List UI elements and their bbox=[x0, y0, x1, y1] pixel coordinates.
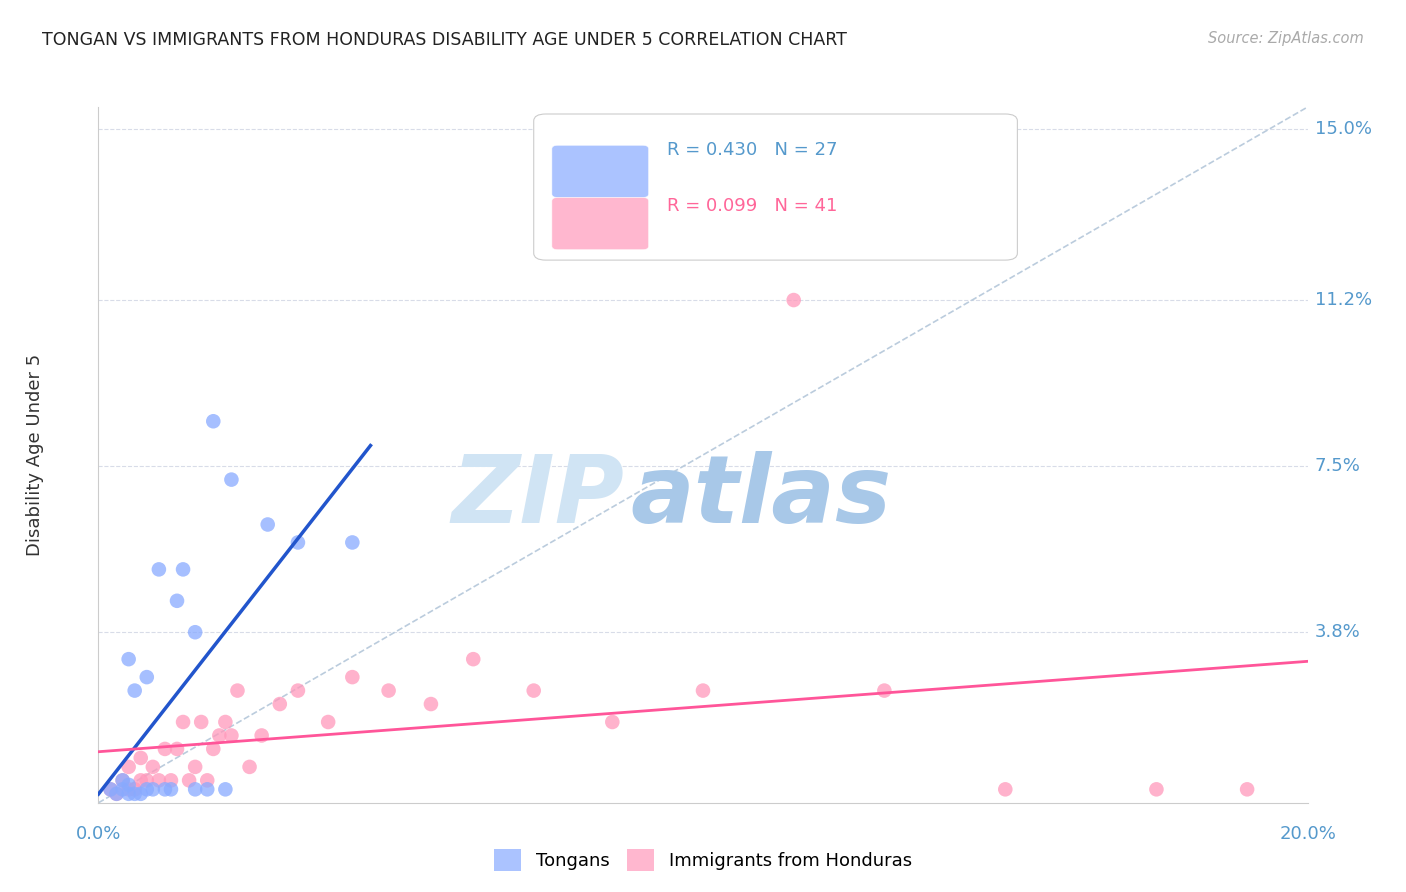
Point bbox=[177, 773, 201, 788]
Point bbox=[419, 697, 441, 711]
Point bbox=[153, 742, 176, 756]
Text: R = 0.430   N = 27: R = 0.430 N = 27 bbox=[666, 141, 837, 159]
Point bbox=[118, 652, 141, 666]
Point bbox=[118, 782, 141, 797]
Legend: Tongans, Immigrants from Honduras: Tongans, Immigrants from Honduras bbox=[486, 842, 920, 879]
Point bbox=[692, 683, 714, 698]
Point bbox=[184, 625, 207, 640]
Point bbox=[1236, 782, 1258, 797]
Text: 11.2%: 11.2% bbox=[1315, 291, 1372, 309]
Text: ZIP: ZIP bbox=[451, 450, 624, 542]
Point bbox=[172, 714, 194, 729]
Point bbox=[377, 683, 399, 698]
Point bbox=[202, 742, 225, 756]
Point bbox=[135, 782, 157, 797]
Point bbox=[166, 594, 188, 608]
FancyBboxPatch shape bbox=[534, 114, 1018, 260]
Point bbox=[287, 535, 309, 549]
Point bbox=[105, 787, 128, 801]
Point bbox=[214, 714, 236, 729]
Point bbox=[221, 729, 243, 743]
Point bbox=[153, 782, 176, 797]
Point bbox=[269, 697, 291, 711]
Text: Disability Age Under 5: Disability Age Under 5 bbox=[27, 354, 44, 556]
Text: 0.0%: 0.0% bbox=[76, 825, 121, 843]
Point bbox=[523, 683, 546, 698]
Text: Source: ZipAtlas.com: Source: ZipAtlas.com bbox=[1208, 31, 1364, 46]
Point bbox=[166, 742, 188, 756]
Point bbox=[214, 782, 236, 797]
Point bbox=[100, 782, 122, 797]
Point bbox=[873, 683, 896, 698]
Point bbox=[129, 773, 152, 788]
Point bbox=[160, 782, 183, 797]
Point bbox=[124, 683, 146, 698]
Point bbox=[105, 787, 128, 801]
Point bbox=[124, 787, 146, 801]
FancyBboxPatch shape bbox=[551, 145, 648, 197]
Point bbox=[463, 652, 485, 666]
Point bbox=[202, 414, 225, 428]
Point bbox=[184, 782, 207, 797]
Point bbox=[195, 773, 218, 788]
Point bbox=[148, 562, 170, 576]
Point bbox=[129, 751, 152, 765]
Point bbox=[184, 760, 207, 774]
Point bbox=[226, 683, 249, 698]
Point bbox=[994, 782, 1017, 797]
Point bbox=[221, 473, 243, 487]
Point bbox=[239, 760, 262, 774]
Point bbox=[111, 782, 134, 797]
Point bbox=[195, 782, 218, 797]
Text: TONGAN VS IMMIGRANTS FROM HONDURAS DISABILITY AGE UNDER 5 CORRELATION CHART: TONGAN VS IMMIGRANTS FROM HONDURAS DISAB… bbox=[42, 31, 846, 49]
Point bbox=[172, 562, 194, 576]
Point bbox=[142, 782, 165, 797]
Point bbox=[250, 729, 273, 743]
Point bbox=[118, 787, 141, 801]
Text: 3.8%: 3.8% bbox=[1315, 624, 1361, 641]
Text: 15.0%: 15.0% bbox=[1315, 120, 1372, 138]
Point bbox=[100, 782, 122, 797]
Point bbox=[316, 714, 339, 729]
Point bbox=[342, 535, 364, 549]
Text: R = 0.099   N = 41: R = 0.099 N = 41 bbox=[666, 197, 837, 215]
Point bbox=[111, 773, 134, 788]
Point bbox=[124, 782, 146, 797]
Text: 20.0%: 20.0% bbox=[1279, 825, 1336, 843]
Point bbox=[190, 714, 212, 729]
Point bbox=[160, 773, 183, 788]
Point bbox=[287, 683, 309, 698]
Point bbox=[342, 670, 364, 684]
Point bbox=[148, 773, 170, 788]
Point bbox=[142, 760, 165, 774]
FancyBboxPatch shape bbox=[551, 197, 648, 250]
Point bbox=[782, 293, 804, 307]
Point bbox=[208, 729, 231, 743]
Point bbox=[602, 714, 624, 729]
Point bbox=[1144, 782, 1167, 797]
Point bbox=[135, 773, 157, 788]
Point bbox=[135, 670, 157, 684]
Text: atlas: atlas bbox=[630, 450, 891, 542]
Point bbox=[118, 778, 141, 792]
Point bbox=[111, 773, 134, 788]
Point bbox=[129, 787, 152, 801]
Point bbox=[256, 517, 278, 532]
Point bbox=[118, 760, 141, 774]
Text: 7.5%: 7.5% bbox=[1315, 457, 1361, 475]
